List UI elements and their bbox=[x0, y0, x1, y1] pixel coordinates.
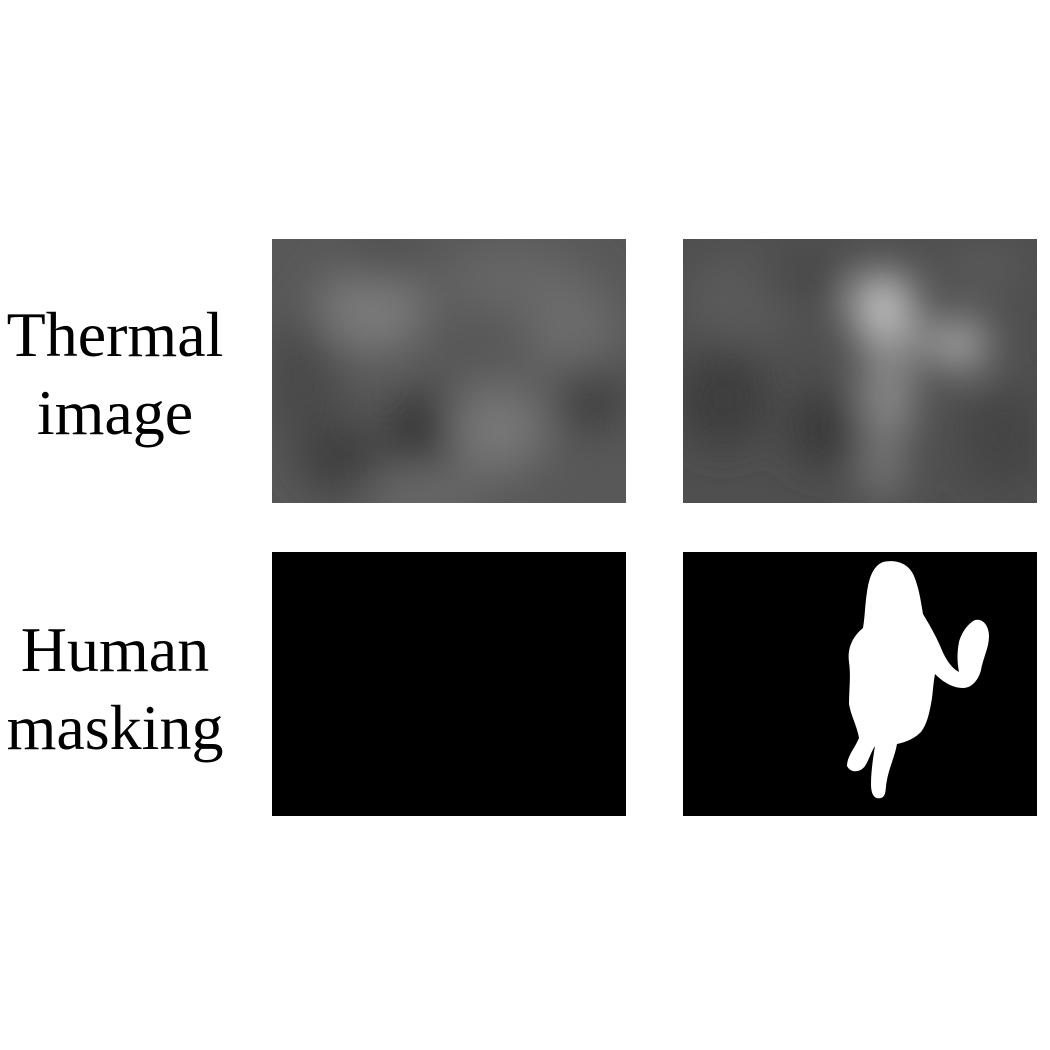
row-label-thermal-image: Thermal image bbox=[0, 296, 230, 452]
row-label-line: masking bbox=[6, 692, 224, 763]
thermal-image-empty-scene bbox=[272, 239, 626, 503]
thermal-image-human-scene bbox=[683, 239, 1037, 503]
row-label-line: Thermal bbox=[6, 299, 224, 370]
human-mask-silhouette bbox=[683, 552, 1037, 816]
human-mask-empty bbox=[272, 552, 626, 816]
human-silhouette-shape bbox=[847, 561, 989, 799]
row-label-line: Human bbox=[20, 614, 210, 685]
row-label-line: image bbox=[36, 377, 194, 448]
row-label-human-masking: Human masking bbox=[0, 611, 230, 767]
